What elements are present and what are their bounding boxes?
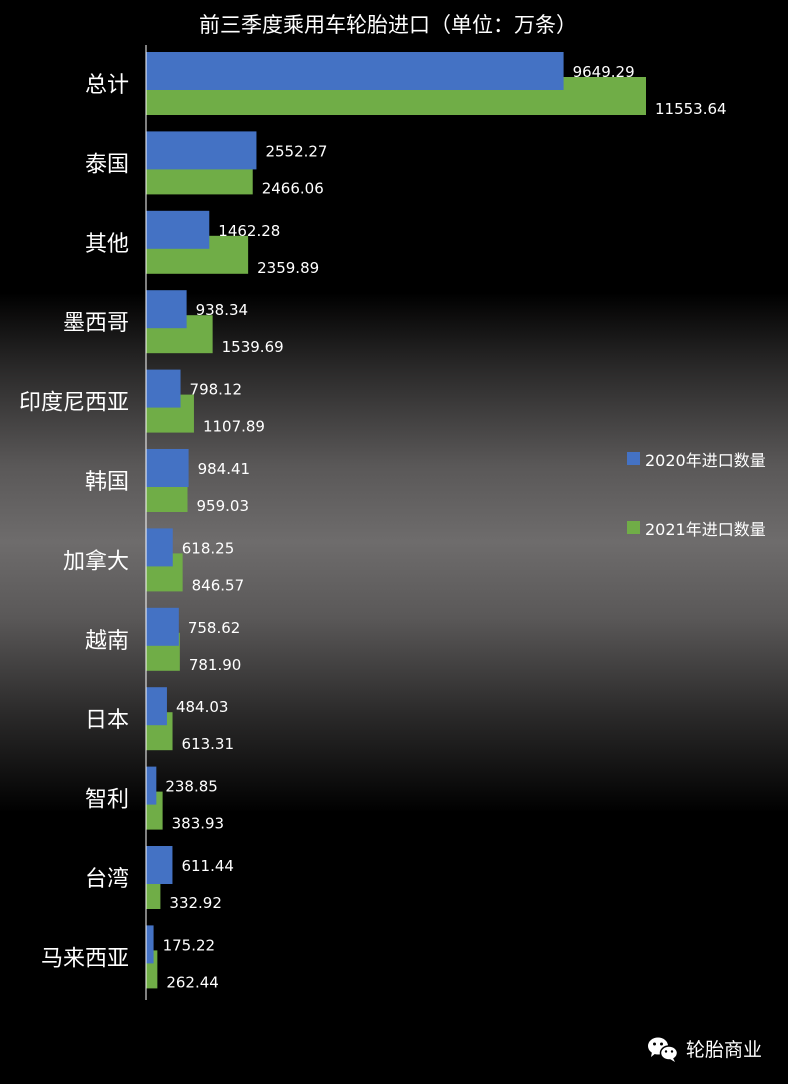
bar-2020-1 bbox=[146, 131, 257, 170]
category-label: 泰国 bbox=[85, 152, 129, 177]
value-label-2021-2: 2359.89 bbox=[257, 259, 319, 277]
legend-swatch-0 bbox=[627, 452, 640, 465]
value-label-2020-2: 1462.28 bbox=[218, 222, 280, 240]
legend-label-1: 2021年进口数量 bbox=[645, 520, 766, 539]
value-label-2021-9: 383.93 bbox=[172, 815, 225, 833]
bar-2021-11 bbox=[146, 950, 158, 989]
bars-group bbox=[146, 52, 646, 989]
bar-2020-6 bbox=[146, 528, 173, 567]
bar-2020-0 bbox=[146, 52, 564, 90]
category-label: 墨西哥 bbox=[63, 311, 129, 336]
value-label-2020-3: 938.34 bbox=[196, 301, 249, 319]
value-label-2021-3: 1539.69 bbox=[222, 338, 284, 356]
watermark: 轮胎商业 bbox=[648, 1037, 762, 1062]
category-label: 越南 bbox=[85, 629, 129, 654]
category-label: 其他 bbox=[85, 232, 129, 257]
category-label: 智利 bbox=[85, 788, 129, 813]
bar-2020-3 bbox=[146, 290, 187, 329]
value-label-2021-0: 11553.64 bbox=[655, 100, 727, 118]
legend-swatch-1 bbox=[627, 521, 640, 534]
value-label-2020-7: 758.62 bbox=[188, 619, 241, 637]
bar-2020-8 bbox=[146, 687, 167, 726]
value-label-2020-6: 618.25 bbox=[182, 539, 235, 557]
bar-2020-5 bbox=[146, 449, 189, 487]
bar-2020-4 bbox=[146, 369, 181, 408]
value-label-2021-11: 262.44 bbox=[166, 973, 219, 991]
watermark-text: 轮胎商业 bbox=[686, 1039, 762, 1061]
legend-label-0: 2020年进口数量 bbox=[645, 451, 766, 470]
value-label-2021-6: 846.57 bbox=[192, 576, 245, 594]
category-label: 印度尼西亚 bbox=[19, 391, 129, 416]
value-label-2020-10: 611.44 bbox=[181, 857, 234, 875]
bar-2020-7 bbox=[146, 607, 179, 646]
category-label: 总计 bbox=[85, 73, 129, 98]
value-label-2020-8: 484.03 bbox=[176, 698, 229, 716]
bar-2020-11 bbox=[146, 925, 154, 964]
value-label-2021-7: 781.90 bbox=[189, 656, 242, 674]
value-label-2020-11: 175.22 bbox=[163, 936, 216, 954]
wechat-icon bbox=[648, 1037, 679, 1062]
chart-title: 前三季度乘用车轮胎进口（单位：万条） bbox=[199, 13, 577, 37]
bar-2020-9 bbox=[146, 766, 157, 805]
value-label-2021-4: 1107.89 bbox=[203, 418, 265, 436]
category-label: 台湾 bbox=[85, 867, 129, 892]
bar-2020-2 bbox=[146, 210, 210, 249]
category-label: 马来西亚 bbox=[41, 946, 129, 971]
value-label-2020-9: 238.85 bbox=[165, 778, 218, 796]
category-label: 日本 bbox=[85, 708, 129, 733]
legend: 2020年进口数量 2021年进口数量 bbox=[627, 451, 766, 539]
value-labels: 9649.29 11553.64 2552.27 2466.06 1462.28 2359… bbox=[163, 63, 727, 991]
value-label-2021-5: 959.03 bbox=[197, 497, 250, 515]
value-label-2021-10: 332.92 bbox=[169, 894, 222, 912]
category-label: 加拿大 bbox=[63, 548, 129, 574]
value-label-2021-1: 2466.06 bbox=[262, 179, 324, 197]
value-label-2020-5: 984.41 bbox=[198, 460, 251, 478]
value-label-2020-4: 798.12 bbox=[190, 381, 243, 399]
value-label-2020-1: 2552.27 bbox=[265, 142, 327, 160]
value-label-2020-0: 9649.29 bbox=[573, 63, 635, 81]
value-label-2021-8: 613.31 bbox=[182, 735, 235, 753]
bar-2020-10 bbox=[146, 846, 173, 884]
category-label: 韩国 bbox=[85, 470, 129, 495]
